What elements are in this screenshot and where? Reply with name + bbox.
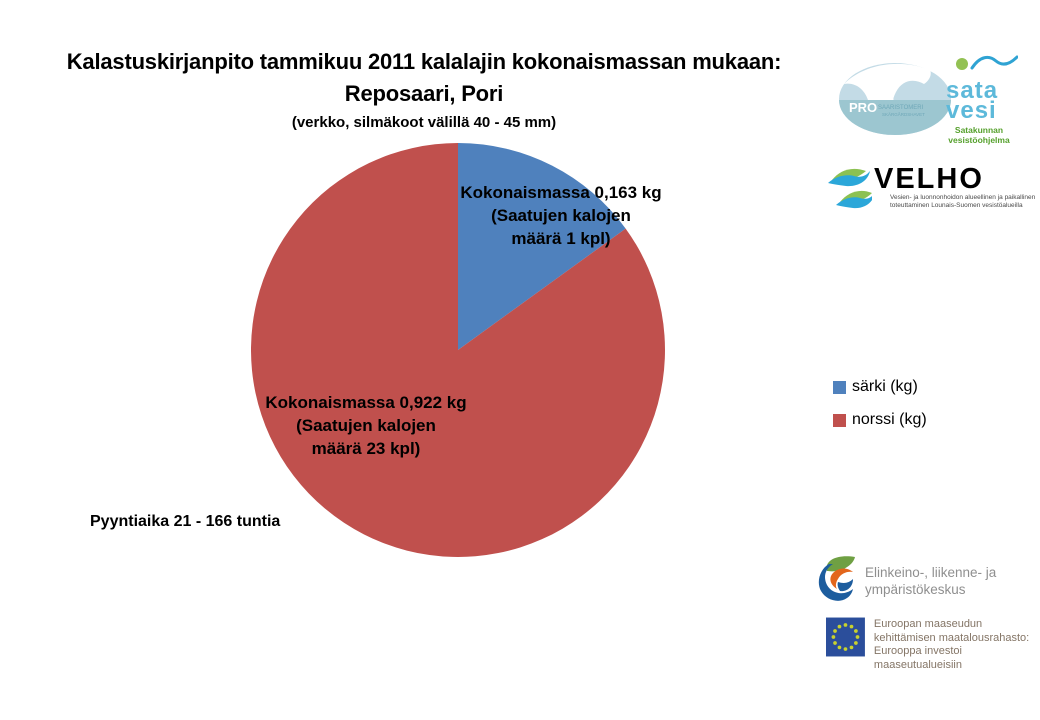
satavesi-subtitle-line2: vesistöohjelma — [948, 135, 1010, 145]
pro-saaristomeri-text-sub: SKÄRGÅRDSHAVET — [882, 111, 925, 117]
eu-star-icon — [849, 624, 854, 629]
satavesi-logo: sata vesi Satakunnan vesistöohjelma — [940, 50, 1019, 145]
eu-star-icon — [855, 635, 860, 639]
velho-tagline-line1: Vesien- ja luonnonhoidon alueellinen ja … — [890, 194, 1036, 201]
velho-text-block: VELHO Vesien- ja luonnonhoidon alueellin… — [874, 164, 1035, 214]
pro-saaristomeri-logo: PRO SAARISTOMERI SKÄRGÅRDSHAVET — [838, 62, 952, 141]
ely-leaf-icon — [818, 556, 855, 601]
pie-chart — [251, 143, 665, 557]
legend-label-norssi: norssi (kg) — [852, 411, 927, 428]
velho-tagline-line2: toteuttaminen Lounais-Suomen vesistöalue… — [890, 202, 1023, 209]
satavesi-word-sata: sata — [946, 77, 999, 104]
pro-saaristomeri-text-pro: PRO — [849, 100, 877, 115]
legend-item-sarki: särki (kg) — [833, 378, 927, 396]
eu-star-icon — [833, 629, 837, 633]
pie-slice-norssi — [251, 143, 665, 557]
satavesi-subtitle-line1: Satakunnan — [954, 125, 1004, 135]
pie-data-label-norssi: Kokonaismassa 0,922 kg (Saatujen kalojen… — [250, 391, 482, 460]
pie-data-label-sarki-line1: Kokonaismassa 0,163 kg — [460, 183, 662, 202]
eu-star-icon — [837, 645, 842, 650]
velho-waves-icon — [828, 168, 872, 209]
ely-text-line1: Elinkeino-, liikenne- ja — [865, 565, 997, 580]
pro-saaristomeri-logo-icon: PRO SAARISTOMERI SKÄRGÅRDSHAVET — [839, 63, 951, 135]
eu-star-icon — [849, 645, 854, 650]
legend-label-sarki: särki (kg) — [852, 378, 918, 395]
velho-logo: VELHO Vesien- ja luonnonhoidon alueellin… — [826, 164, 1035, 214]
eu-star-icon — [843, 647, 848, 651]
pie-data-label-sarki: Kokonaismassa 0,163 kg (Saatujen kalojen… — [447, 181, 675, 250]
annotation-pyyntiaika: Pyyntiaika 21 - 166 tuntia — [90, 513, 281, 530]
chart-title-line2: Reposaari, Pori — [344, 81, 504, 106]
legend-swatch-norssi-icon — [833, 413, 846, 427]
eu-flag-icon — [826, 617, 865, 657]
eu-star-icon — [854, 629, 858, 633]
chart-legend: särki (kg) norssi (kg) — [833, 378, 927, 429]
eu-star-icon — [831, 635, 836, 639]
chart-subtitle: (verkko, silmäkoot välillä 40 - 45 mm) — [291, 114, 557, 131]
pie-data-label-norssi-line2: (Saatujen kalojen — [296, 416, 436, 435]
satavesi-word-vesi: vesi — [946, 97, 997, 124]
eu-text-block: Euroopan maaseudun kehittämisen maatalou… — [874, 616, 1040, 672]
eu-text-line3: Eurooppa investoi maaseutualueisiin — [873, 645, 962, 671]
pie-data-label-norssi-line3: määrä 23 kpl) — [311, 439, 421, 458]
legend-item-norssi: norssi (kg) — [833, 411, 927, 429]
pie-data-label-norssi-line1: Kokonaismassa 0,922 kg — [265, 393, 467, 412]
eu-text-line1: Euroopan maaseudun — [873, 618, 983, 630]
eu-text-line2: kehittämisen maatalousrahasto: — [873, 631, 1030, 644]
chart-title-line1: Kalastuskirjanpito tammikuu 2011 kalalaj… — [66, 49, 782, 74]
satavesi-subtitle: Satakunnan vesistöohjelma — [940, 125, 1018, 145]
pie-slice-särki — [458, 143, 626, 350]
pie-data-label-sarki-line2: (Saatujen kalojen — [491, 206, 631, 225]
ely-text-line2: ympäristökeskus — [865, 582, 966, 597]
eu-star-icon — [837, 624, 842, 629]
eu-star-icon — [833, 641, 837, 645]
ely-text-block: Elinkeino-, liikenne- ja ympäristökeskus — [865, 555, 996, 603]
velho-title: VELHO — [874, 163, 984, 195]
eu-star-icon — [854, 641, 858, 645]
legend-swatch-sarki-icon — [833, 380, 846, 394]
eu-flag-logo: Euroopan maaseudun kehittämisen maatalou… — [826, 616, 1040, 672]
pro-saaristomeri-text-main: SAARISTOMERI — [878, 105, 924, 111]
chart-title-block: Kalastuskirjanpito tammikuu 2011 kalalaj… — [0, 46, 848, 134]
satavesi-wave-icon — [956, 55, 1019, 70]
ely-keskus-logo: Elinkeino-, liikenne- ja ympäristökeskus — [816, 555, 996, 603]
pie-data-label-sarki-line3: määrä 1 kpl) — [511, 229, 611, 248]
eu-star-icon — [843, 623, 848, 627]
